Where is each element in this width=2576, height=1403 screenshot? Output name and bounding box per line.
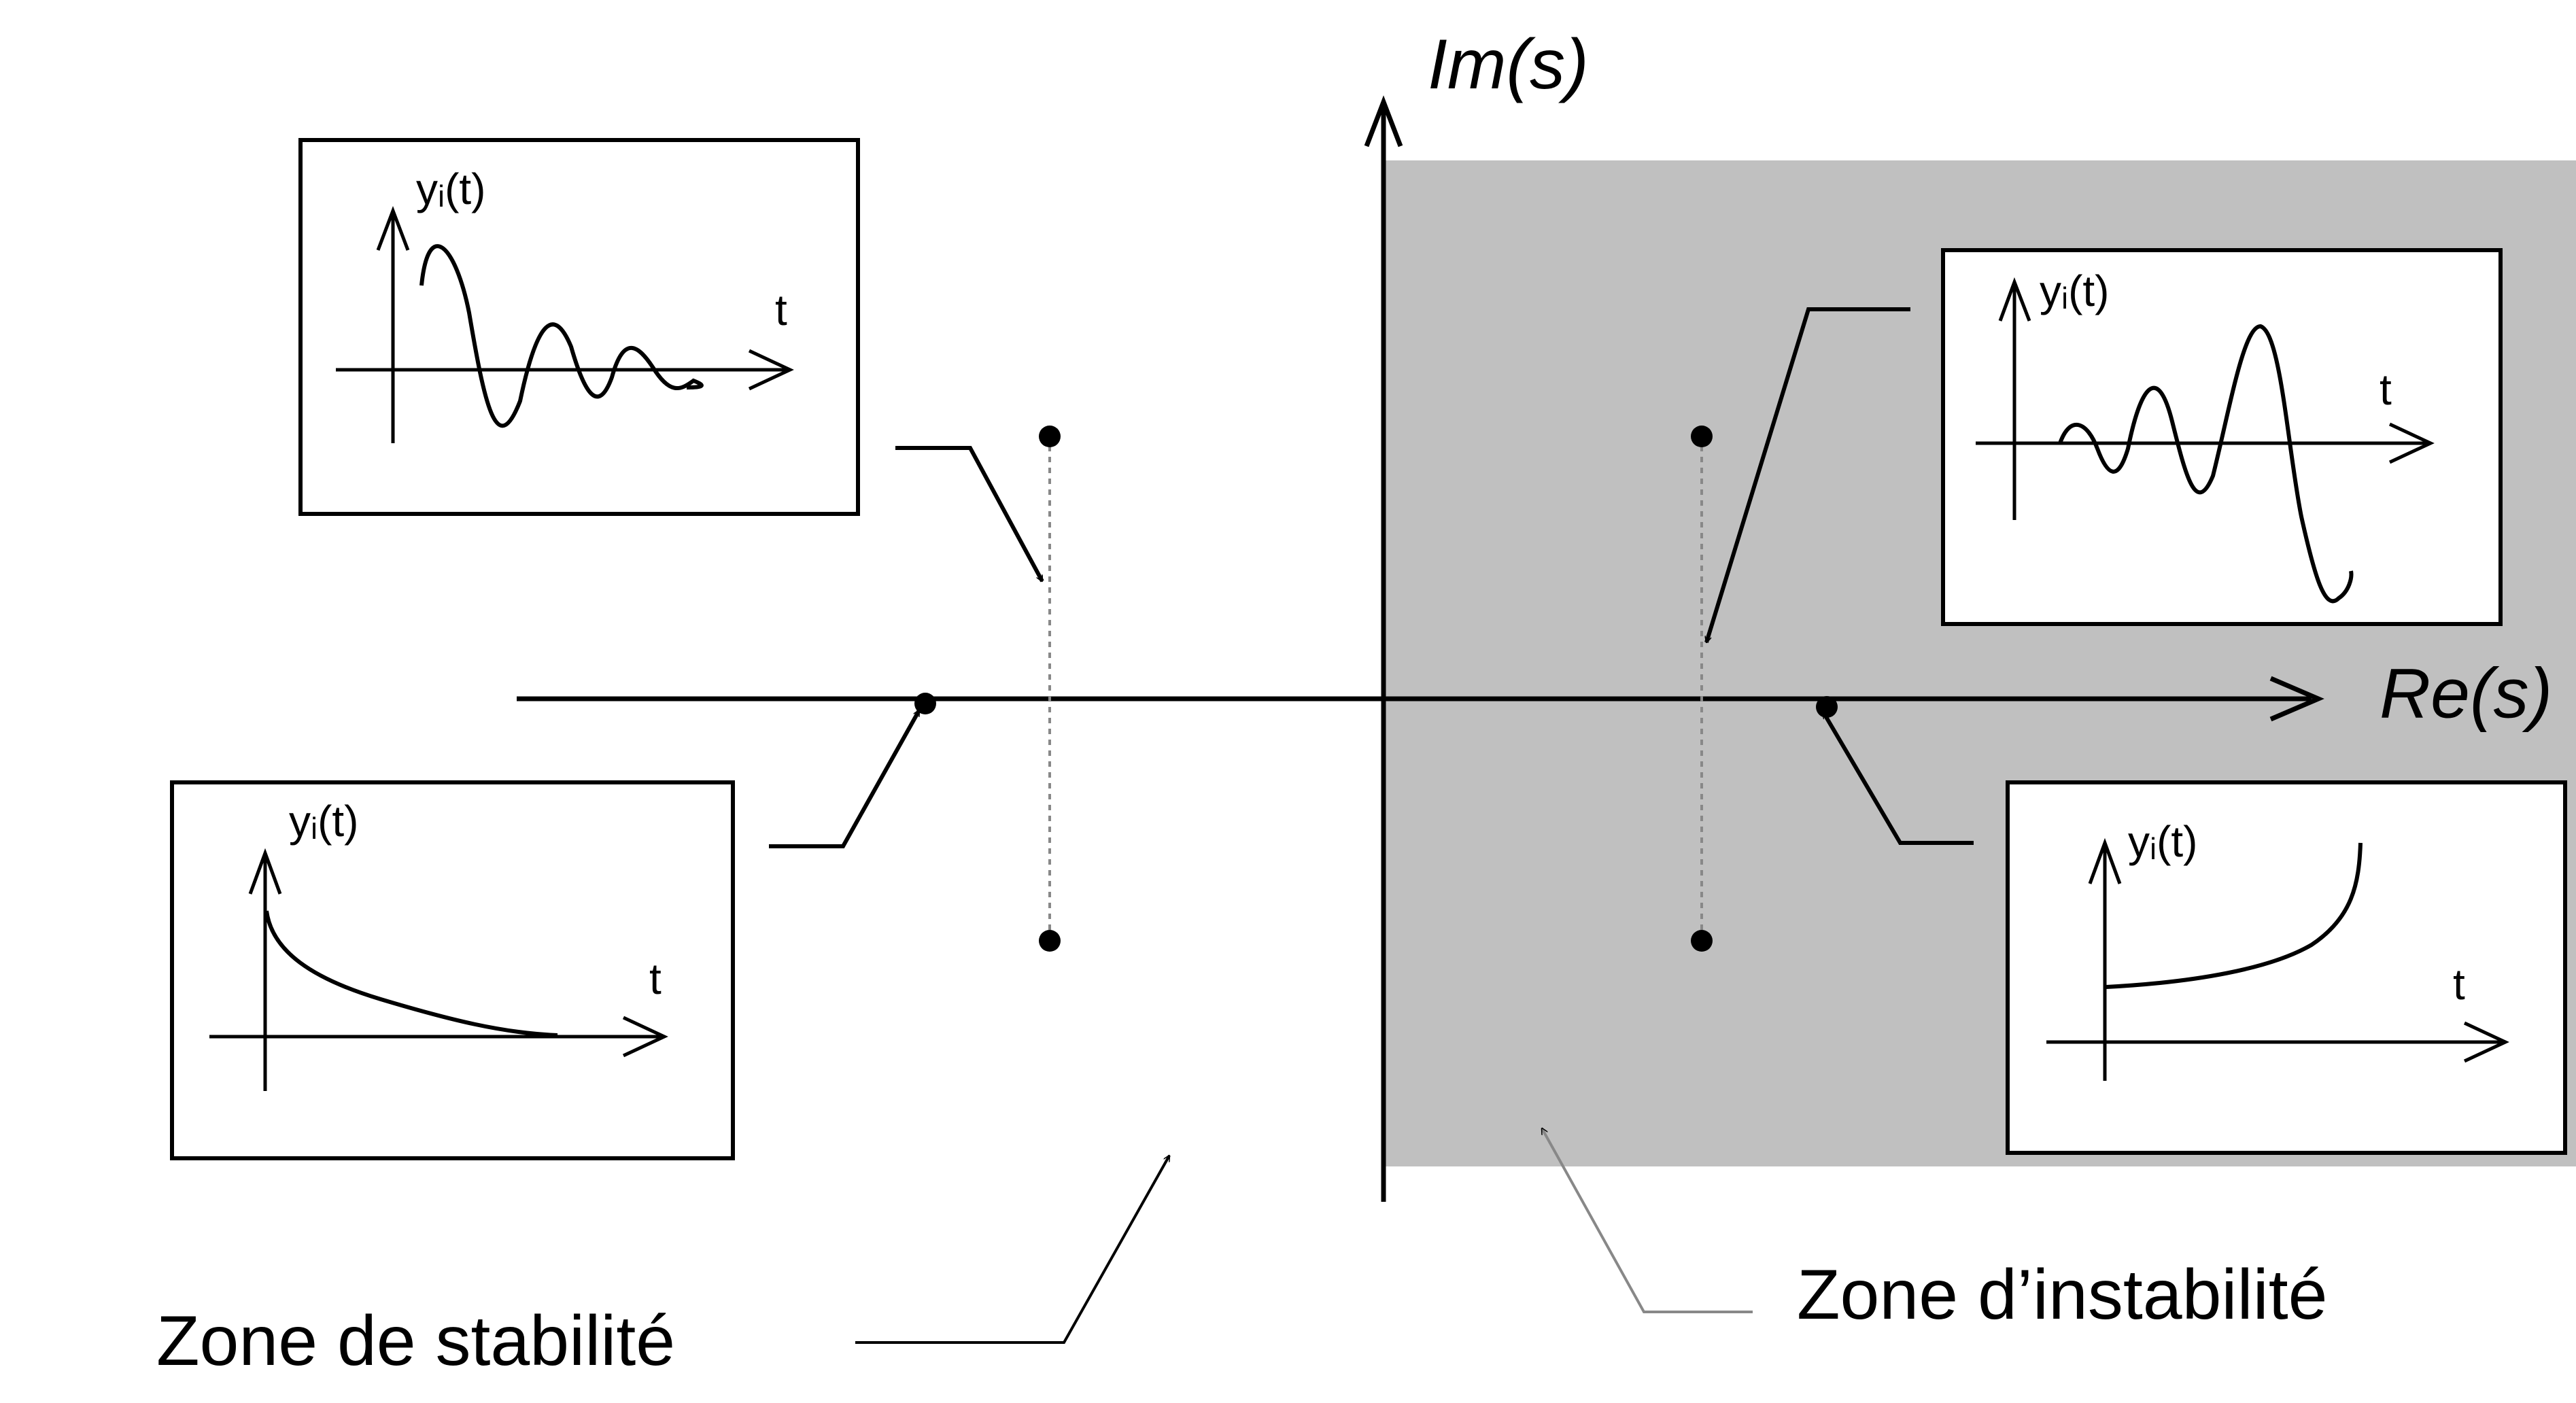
- inset-damped-t-label: t: [775, 285, 787, 334]
- pole-unstable-complex-upper: [1691, 426, 1713, 447]
- leader-growing-exp-to-unstable-real: [1821, 712, 1974, 845]
- inset-growing-exp-t-label: t: [2453, 960, 2465, 1009]
- leader-stable-zone: [855, 1156, 1171, 1344]
- inset-decaying-y-label: yᵢ(t): [289, 797, 358, 846]
- leader-unstable-zone: [1541, 1128, 1753, 1313]
- real-axis: [517, 676, 2324, 722]
- unstable-zone-label: Zone d’instabilité: [1797, 1255, 2327, 1334]
- inset-decaying-t-label: t: [649, 954, 662, 1003]
- pole-unstable-real: [1816, 696, 1838, 718]
- pole-stable-complex-lower: [1039, 930, 1061, 952]
- leader-damped-to-stable-pair: [895, 446, 1044, 581]
- stable-zone-label: Zone de stabilité: [156, 1302, 675, 1381]
- inset-growing-osc-t-label: t: [2380, 365, 2392, 414]
- inset-growing-exponential: yᵢ(t) t: [2006, 780, 2567, 1155]
- inset-decaying-exponential: yᵢ(t) t: [170, 780, 735, 1160]
- leader-decaying-to-stable-real: [769, 710, 921, 848]
- inset-growing-osc-y-label: yᵢ(t): [2040, 266, 2109, 315]
- inset-growing-exp-y-label: yᵢ(t): [2128, 817, 2197, 866]
- pole-stable-complex-upper: [1039, 426, 1061, 447]
- real-axis-label: Re(s): [2380, 654, 2552, 733]
- pole-unstable-complex-lower: [1691, 930, 1713, 952]
- leader-growing-osc-to-unstable-pair: [1706, 307, 1910, 642]
- imaginary-axis-label: Im(s): [1428, 25, 1589, 104]
- inset-damped-oscillation: yᵢ(t) t: [298, 138, 860, 516]
- inset-growing-oscillation: yᵢ(t) t: [1941, 248, 2503, 626]
- inset-damped-y-label: yᵢ(t): [416, 164, 485, 213]
- imaginary-axis: [1364, 95, 1403, 1202]
